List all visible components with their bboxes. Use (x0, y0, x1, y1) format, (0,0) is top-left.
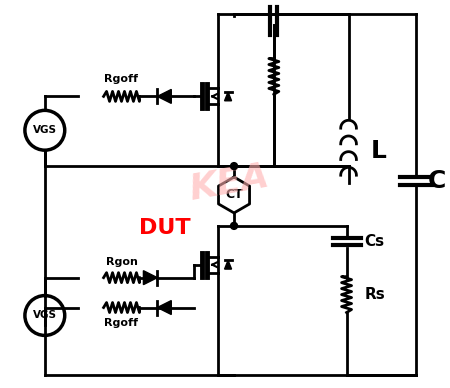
Text: VGS: VGS (33, 310, 57, 320)
Text: Rgon: Rgon (106, 257, 137, 267)
Polygon shape (225, 260, 232, 269)
Text: KEA: KEA (186, 159, 272, 207)
Text: DUT: DUT (139, 218, 190, 238)
Text: Rs: Rs (364, 287, 385, 302)
Polygon shape (144, 271, 158, 285)
Text: Cs: Cs (364, 234, 385, 249)
Text: CT: CT (225, 189, 243, 201)
Text: Rgoff: Rgoff (104, 74, 139, 85)
Circle shape (230, 163, 238, 170)
Text: Rgoff: Rgoff (104, 319, 139, 329)
Polygon shape (225, 92, 232, 101)
Text: L: L (370, 139, 387, 163)
Text: C: C (428, 169, 446, 193)
Circle shape (230, 222, 238, 229)
Polygon shape (158, 301, 171, 315)
Polygon shape (158, 89, 171, 103)
Text: VGS: VGS (33, 125, 57, 135)
